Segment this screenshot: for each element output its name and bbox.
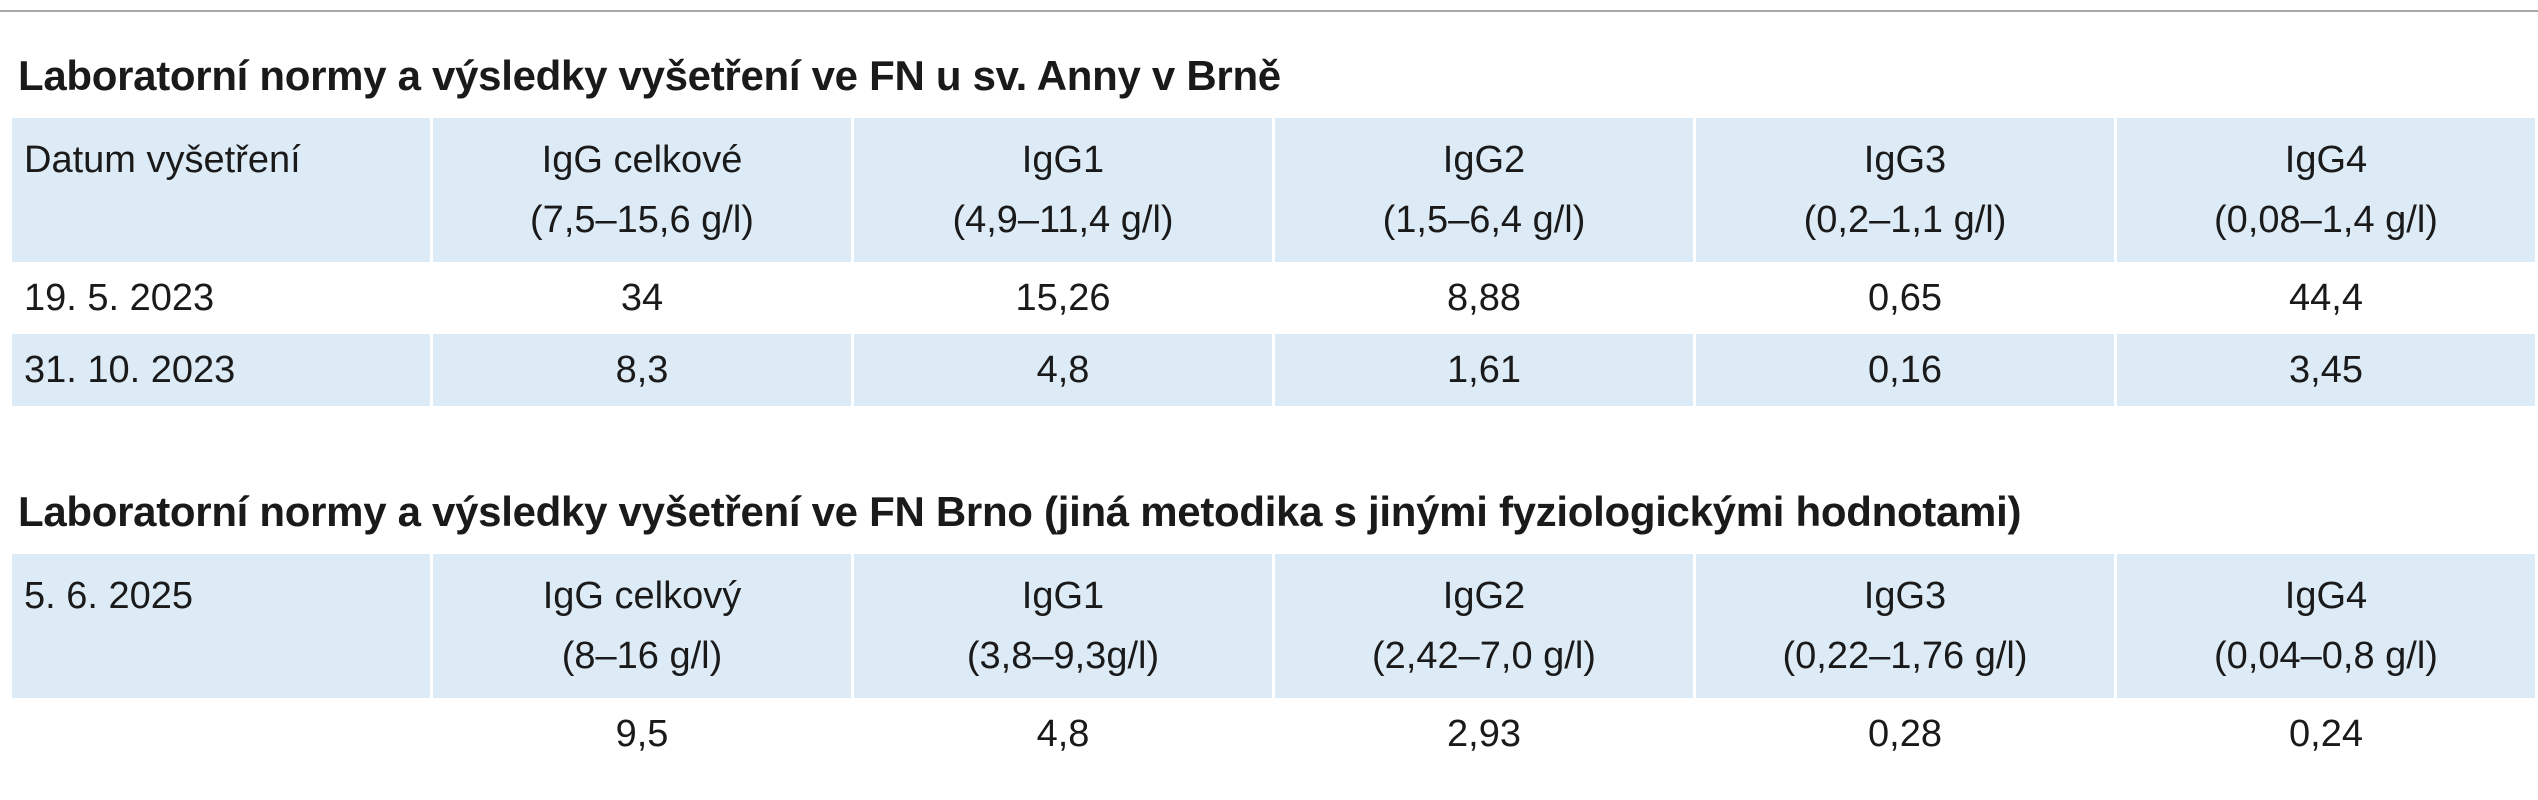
header-range: (0,2–1,1 g/l) [1803, 199, 2007, 241]
header-name: IgG1 [1021, 139, 1105, 181]
header-cell-igg3: IgG3 (0,22–1,76 g/l) [1696, 554, 2114, 698]
table-cell: 4,8 [1036, 713, 1090, 755]
header-range: (7,5–15,6 g/l) [530, 199, 754, 241]
header-name: IgG celkový [542, 575, 742, 617]
header-cell-igg4: IgG4 (0,04–0,8 g/l) [2117, 554, 2535, 698]
header-cell-igg-total: IgG celkové (7,5–15,6 g/l) [433, 118, 851, 262]
section2-table: 5. 6. 2025 IgG celkový (8–16 g/l) IgG1 (… [12, 554, 2538, 770]
header-cell-igg2: IgG2 (2,42–7,0 g/l) [1275, 554, 1693, 698]
header-name: IgG3 [1863, 139, 1947, 181]
header-name: IgG4 [2284, 139, 2368, 181]
table-cell: 44,4 [2289, 277, 2363, 319]
table-cell: 1,61 [1275, 334, 1693, 406]
table-cell: 0,24 [2289, 713, 2363, 755]
header-name: 5. 6. 2025 [24, 575, 194, 617]
header-range: (4,9–11,4 g/l) [952, 199, 1174, 241]
table-cell: 9,5 [615, 713, 669, 755]
header-range: (0,22–1,76 g/l) [1782, 635, 2028, 677]
table-cell: 0,28 [1868, 713, 1942, 755]
header-cell-igg4: IgG4 (0,08–1,4 g/l) [2117, 118, 2535, 262]
table-cell: 4,8 [854, 334, 1272, 406]
header-range: (1,5–6,4 g/l) [1382, 199, 1586, 241]
table-cell: 3,45 [2117, 334, 2535, 406]
header-name: IgG2 [1442, 139, 1526, 181]
section1-table: Datum vyšetření IgG celkové (7,5–15,6 g/… [12, 118, 2538, 406]
table-cell: 8,88 [1447, 277, 1521, 319]
table-cell: 0,65 [1868, 277, 1942, 319]
table-cell: 8,3 [433, 334, 851, 406]
section1-title: Laboratorní normy a výsledky vyšetření v… [18, 52, 1281, 99]
top-rule [0, 10, 2538, 12]
table-cell: 34 [620, 277, 664, 319]
table-cell-date: 31. 10. 2023 [12, 334, 430, 406]
table-cell-date: 19. 5. 2023 [24, 277, 215, 319]
header-cell-date: 5. 6. 2025 [12, 554, 430, 698]
header-name: IgG celkové [541, 139, 743, 181]
header-name: Datum vyšetření [24, 139, 301, 181]
header-range: (2,42–7,0 g/l) [1372, 635, 1596, 677]
table-cell: 2,93 [1447, 713, 1521, 755]
header-range: (3,8–9,3g/l) [966, 635, 1160, 677]
header-name: IgG2 [1442, 575, 1526, 617]
table-cell: 0,16 [1696, 334, 2114, 406]
table-cell-date [12, 698, 430, 770]
section2-title: Laboratorní normy a výsledky vyšetření v… [18, 488, 2022, 535]
table-cell: 15,26 [1015, 277, 1111, 319]
header-range: (8–16 g/l) [561, 635, 723, 677]
header-range: (0,04–0,8 g/l) [2214, 635, 2438, 677]
header-cell-igg3: IgG3 (0,2–1,1 g/l) [1696, 118, 2114, 262]
header-cell-igg2: IgG2 (1,5–6,4 g/l) [1275, 118, 1693, 262]
header-name: IgG1 [1021, 575, 1105, 617]
header-name: IgG3 [1863, 575, 1947, 617]
header-range: (0,08–1,4 g/l) [2214, 199, 2438, 241]
header-cell-igg1: IgG1 (4,9–11,4 g/l) [854, 118, 1272, 262]
header-name: IgG4 [2284, 575, 2368, 617]
header-cell-igg1: IgG1 (3,8–9,3g/l) [854, 554, 1272, 698]
header-cell-igg-total: IgG celkový (8–16 g/l) [433, 554, 851, 698]
header-cell-date: Datum vyšetření [12, 118, 430, 262]
